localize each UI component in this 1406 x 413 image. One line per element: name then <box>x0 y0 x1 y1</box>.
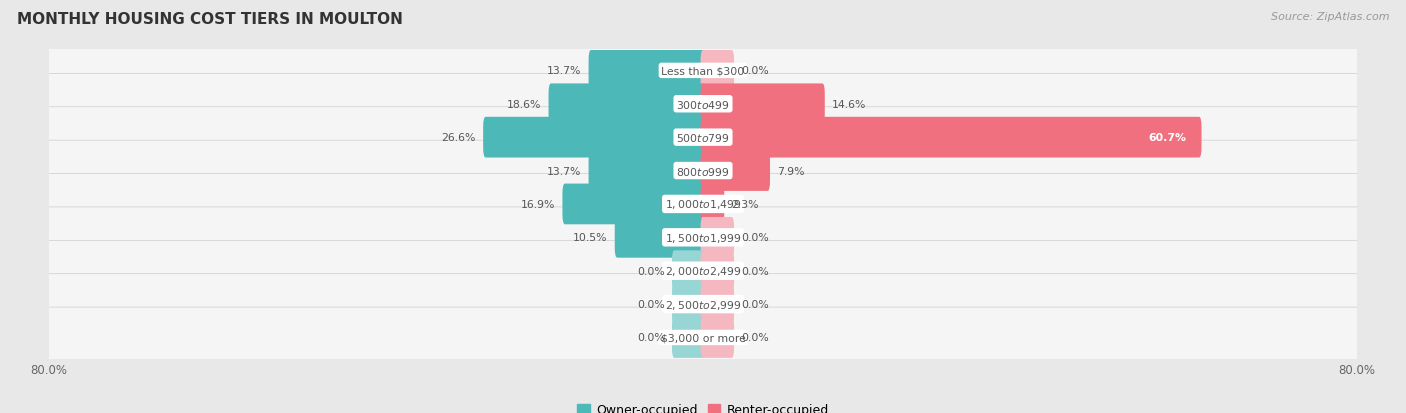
Text: 18.6%: 18.6% <box>506 100 541 109</box>
FancyBboxPatch shape <box>28 74 1378 135</box>
Text: 14.6%: 14.6% <box>832 100 866 109</box>
FancyBboxPatch shape <box>614 217 706 258</box>
FancyBboxPatch shape <box>28 141 1378 202</box>
Text: $1,000 to $1,499: $1,000 to $1,499 <box>665 198 741 211</box>
FancyBboxPatch shape <box>484 118 706 158</box>
Text: Less than $300: Less than $300 <box>661 66 745 76</box>
Text: 60.7%: 60.7% <box>1149 133 1187 143</box>
Text: 0.0%: 0.0% <box>637 333 665 343</box>
FancyBboxPatch shape <box>28 274 1378 335</box>
Text: 0.0%: 0.0% <box>741 333 769 343</box>
Text: 26.6%: 26.6% <box>441 133 475 143</box>
Text: 13.7%: 13.7% <box>547 66 581 76</box>
Text: 7.9%: 7.9% <box>778 166 804 176</box>
Text: 0.0%: 0.0% <box>741 66 769 76</box>
FancyBboxPatch shape <box>548 84 706 125</box>
Text: $3,000 or more: $3,000 or more <box>661 333 745 343</box>
Text: Source: ZipAtlas.com: Source: ZipAtlas.com <box>1271 12 1389 22</box>
Text: 0.0%: 0.0% <box>741 299 769 309</box>
FancyBboxPatch shape <box>589 151 706 192</box>
Text: $500 to $799: $500 to $799 <box>676 132 730 144</box>
Text: 10.5%: 10.5% <box>572 233 607 243</box>
FancyBboxPatch shape <box>700 151 770 192</box>
FancyBboxPatch shape <box>28 41 1378 102</box>
Text: 2.3%: 2.3% <box>731 199 759 209</box>
Legend: Owner-occupied, Renter-occupied: Owner-occupied, Renter-occupied <box>572 398 834 413</box>
Text: MONTHLY HOUSING COST TIERS IN MOULTON: MONTHLY HOUSING COST TIERS IN MOULTON <box>17 12 402 27</box>
FancyBboxPatch shape <box>28 107 1378 168</box>
Text: 0.0%: 0.0% <box>637 266 665 276</box>
FancyBboxPatch shape <box>562 184 706 225</box>
FancyBboxPatch shape <box>700 84 825 125</box>
Text: $2,000 to $2,499: $2,000 to $2,499 <box>665 265 741 278</box>
Text: 13.7%: 13.7% <box>547 166 581 176</box>
FancyBboxPatch shape <box>700 184 724 225</box>
Text: 16.9%: 16.9% <box>520 199 555 209</box>
FancyBboxPatch shape <box>672 251 706 291</box>
Text: 0.0%: 0.0% <box>741 233 769 243</box>
FancyBboxPatch shape <box>700 217 734 258</box>
Text: 0.0%: 0.0% <box>637 299 665 309</box>
Text: $800 to $999: $800 to $999 <box>676 165 730 177</box>
FancyBboxPatch shape <box>700 118 1202 158</box>
Text: $1,500 to $1,999: $1,500 to $1,999 <box>665 231 741 244</box>
Text: 0.0%: 0.0% <box>741 266 769 276</box>
FancyBboxPatch shape <box>28 307 1378 368</box>
FancyBboxPatch shape <box>700 317 734 358</box>
Text: $2,500 to $2,999: $2,500 to $2,999 <box>665 298 741 311</box>
FancyBboxPatch shape <box>589 51 706 92</box>
FancyBboxPatch shape <box>700 51 734 92</box>
FancyBboxPatch shape <box>672 317 706 358</box>
FancyBboxPatch shape <box>700 284 734 325</box>
FancyBboxPatch shape <box>672 284 706 325</box>
Text: $300 to $499: $300 to $499 <box>676 99 730 111</box>
FancyBboxPatch shape <box>28 174 1378 235</box>
FancyBboxPatch shape <box>700 251 734 291</box>
FancyBboxPatch shape <box>28 207 1378 268</box>
FancyBboxPatch shape <box>28 241 1378 301</box>
